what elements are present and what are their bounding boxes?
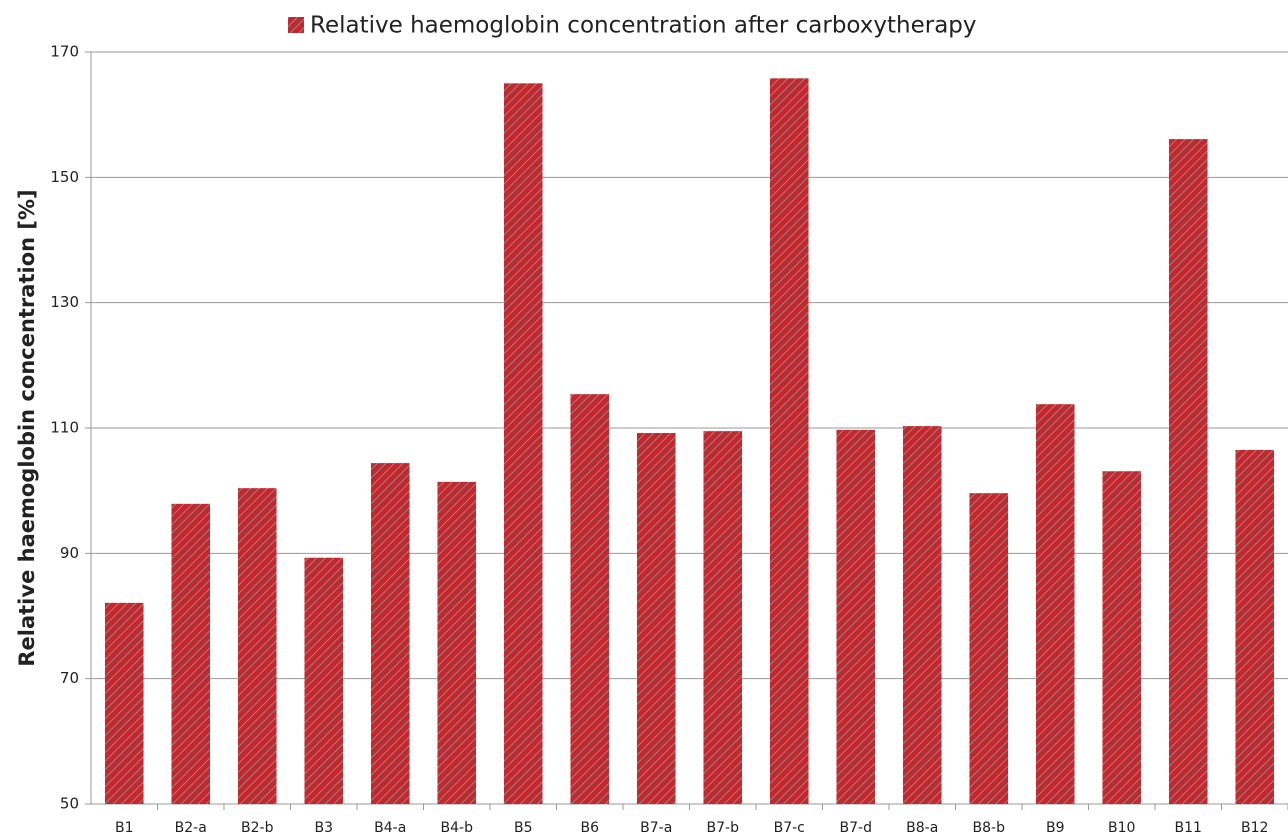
x-tick-label: B5 — [514, 820, 533, 836]
bar — [769, 78, 809, 804]
bar — [969, 493, 1009, 804]
x-tick-label: B9 — [1046, 820, 1065, 836]
bar — [437, 481, 477, 804]
bar — [1168, 139, 1208, 804]
bar — [703, 431, 743, 804]
legend-label: Relative haemoglobin concentration after… — [310, 13, 977, 39]
y-tick-label: 70 — [60, 669, 79, 687]
x-tick-label: B4-a — [374, 820, 406, 836]
bar — [636, 433, 676, 804]
bar — [503, 83, 543, 805]
bar — [1235, 449, 1275, 804]
legend-swatch — [288, 17, 304, 33]
x-tick-label: B7-d — [840, 820, 872, 836]
bar — [836, 429, 876, 804]
y-tick-label: 170 — [50, 43, 79, 61]
x-tick-label: B8-b — [973, 820, 1006, 836]
bar — [902, 426, 942, 804]
x-tick-label: B8-a — [906, 820, 938, 836]
bar — [570, 394, 610, 804]
y-tick-label: 110 — [50, 419, 79, 437]
x-tick-label: B4-b — [441, 820, 474, 836]
bar — [1035, 404, 1075, 804]
x-tick-label: B3 — [314, 820, 333, 836]
x-tick-label: B7-c — [774, 820, 805, 836]
x-tick-label: B12 — [1241, 820, 1268, 836]
y-tick-label: 130 — [50, 293, 79, 311]
bar — [237, 488, 277, 804]
y-tick-label: 90 — [60, 544, 79, 562]
x-tick-label: B10 — [1108, 820, 1135, 836]
bar — [171, 503, 211, 804]
x-tick-label: B2-b — [241, 820, 274, 836]
bar — [370, 463, 410, 804]
x-tick-label: B1 — [115, 820, 134, 836]
x-tick-label: B7-b — [707, 820, 740, 836]
bar — [104, 602, 144, 804]
x-tick-label: B2-a — [175, 820, 207, 836]
x-tick-label: B7-a — [640, 820, 672, 836]
bar — [304, 557, 344, 804]
bar — [1102, 471, 1142, 804]
x-tick-label: B6 — [580, 820, 599, 836]
y-tick-label: 150 — [50, 168, 79, 186]
y-axis-label: Relative haemoglobin concentration [%] — [15, 189, 39, 666]
x-tick-label: B11 — [1175, 820, 1202, 836]
y-tick-label: 50 — [60, 795, 79, 813]
